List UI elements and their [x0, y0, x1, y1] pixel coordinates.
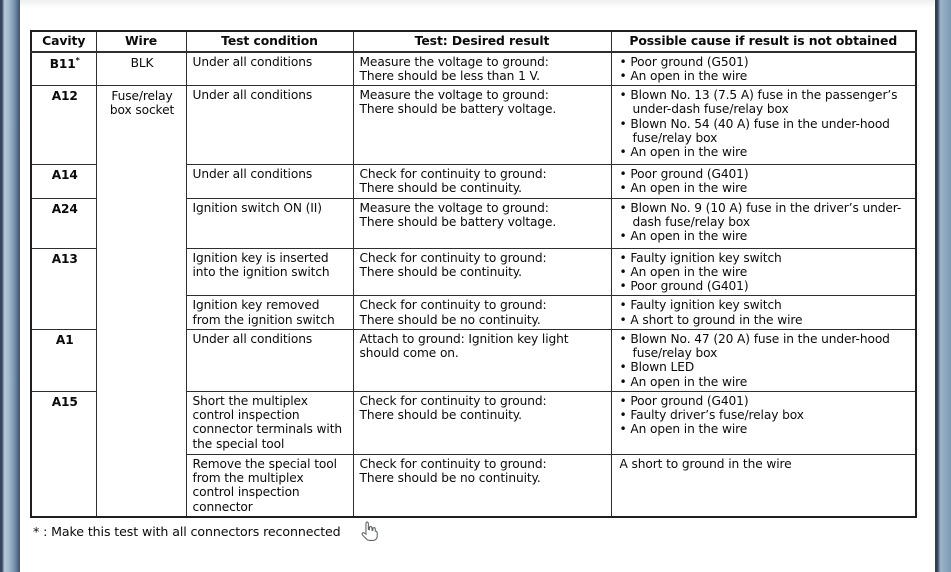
causes-cell: • Poor ground (G401) • An open in the wi… — [610, 164, 917, 199]
result-cell: Check for continuity to ground: There sh… — [352, 295, 612, 330]
table-row: A14 Under all conditions Check for conti… — [30, 164, 917, 199]
window-right-edge — [935, 0, 951, 572]
page-top-shadow — [20, 0, 935, 8]
cavity-cell: A13 — [30, 247, 97, 330]
cause-item: • Blown No. 54 (40 A) fuse in the under-… — [619, 116, 890, 145]
cavity-cell: A14 — [30, 164, 97, 199]
cause-item: • Poor ground (G401) — [619, 167, 749, 182]
table-row: A15 Short the multiplex control inspecti… — [30, 390, 917, 518]
result-cell: Attach to ground: Ignition key light sho… — [352, 328, 612, 392]
causes-cell: • Blown No. 9 (10 A) fuse in the driver’… — [610, 197, 917, 249]
cause-item: • An open in the wire — [619, 181, 748, 196]
cause-item: • Poor ground (G501) — [619, 54, 749, 69]
causes-cell: • Poor ground (G501) • An open in the wi… — [610, 50, 917, 87]
footnote-mark: * — [75, 55, 80, 65]
result-cell: Measure the voltage to ground: There sho… — [352, 85, 612, 166]
cause-item: • Poor ground (G401) — [619, 279, 749, 294]
cause-item: • Blown No. 9 (10 A) fuse in the driver’… — [619, 200, 902, 229]
result-cell: Check for continuity to ground: There sh… — [352, 247, 612, 297]
header-cavity: Cavity — [30, 30, 97, 53]
cavity-cell: A15 — [30, 390, 97, 518]
condition-cell: Ignition key is inserted into the igniti… — [185, 247, 354, 297]
result-cell: Measure the voltage to ground: There sho… — [352, 197, 612, 249]
cause-item: • An open in the wire — [619, 68, 748, 83]
cavity-label: B11 — [49, 56, 76, 71]
cavity-cell: B11* — [30, 50, 97, 87]
header-desired-result: Test: Desired result — [352, 30, 612, 53]
cavity-cell: A24 — [30, 197, 97, 249]
condition-cell: Under all conditions — [185, 328, 354, 392]
table-row: A13 Ignition key is inserted into the ig… — [30, 247, 917, 330]
table-header-row: Cavity Wire Test condition Test: Desired… — [30, 30, 917, 53]
causes-cell: A short to ground in the wire — [610, 453, 917, 518]
causes-cell: • Blown No. 13 (7.5 A) fuse in the passe… — [610, 85, 917, 166]
causes-cell: • Faulty ignition key switch • An open i… — [610, 247, 917, 297]
cause-item: • A short to ground in the wire — [619, 312, 803, 327]
result-cell: Check for continuity to ground: There sh… — [352, 164, 612, 199]
causes-cell: • Faulty ignition key switch • A short t… — [610, 295, 917, 330]
causes-cell: • Blown No. 47 (20 A) fuse in the under-… — [610, 328, 917, 392]
cause-item: • Blown LED — [619, 360, 695, 375]
test-condition-table: Cavity Wire Test condition Test: Desired… — [30, 30, 917, 519]
cause-item: • Blown No. 13 (7.5 A) fuse in the passe… — [619, 88, 898, 117]
window-left-edge — [0, 0, 20, 572]
wire-cell: Fuse/relay box socket — [95, 85, 187, 518]
result-cell: Check for continuity to ground: There sh… — [352, 453, 612, 518]
table-footnote: * : Make this test with all connectors r… — [33, 524, 341, 540]
cause-item: • An open in the wire — [619, 374, 748, 389]
causes-cell: • Poor ground (G401) • Faulty driver’s f… — [610, 390, 917, 455]
cause-item: • Blown No. 47 (20 A) fuse in the under-… — [619, 331, 890, 361]
result-cell: Measure the voltage to ground: There sho… — [352, 50, 612, 87]
document-content: Cavity Wire Test condition Test: Desired… — [20, 0, 935, 572]
wire-cell: BLK — [95, 50, 187, 87]
condition-cell: Under all conditions — [185, 85, 354, 166]
condition-cell: Remove the special tool from the multipl… — [185, 453, 354, 518]
table-row: A1 Under all conditions Attach to ground… — [30, 328, 917, 392]
table-row: A12 Fuse/relay box socket Under all cond… — [30, 85, 917, 518]
condition-cell: Under all conditions — [185, 50, 354, 87]
condition-cell: Ignition key removed from the ignition s… — [185, 295, 354, 330]
table-row: B11* BLK Under all conditions Measure th… — [30, 50, 917, 87]
cause-item: • Poor ground (G401) — [619, 393, 749, 408]
condition-cell: Short the multiplex control inspection c… — [185, 390, 354, 455]
cause-item: • Faulty driver’s fuse/relay box — [619, 408, 804, 423]
cause-item: • An open in the wire — [619, 145, 748, 160]
cause-item: • An open in the wire — [619, 264, 748, 279]
table-row: A24 Ignition switch ON (II) Measure the … — [30, 197, 917, 249]
cause-item: • An open in the wire — [619, 422, 748, 437]
cause-item: • An open in the wire — [619, 229, 748, 244]
table-row: Remove the special tool from the multipl… — [31, 453, 917, 518]
cause-item: • Faulty ignition key switch — [619, 250, 782, 265]
cause-item: • Faulty ignition key switch — [619, 298, 782, 313]
cause-item: A short to ground in the wire — [619, 456, 792, 471]
condition-cell: Under all conditions — [185, 164, 354, 199]
result-cell: Check for continuity to ground: There sh… — [352, 390, 612, 455]
hand-cursor-icon — [361, 521, 378, 541]
header-test-condition: Test condition — [185, 30, 354, 53]
cavity-cell: A1 — [30, 328, 97, 392]
condition-cell: Ignition switch ON (II) — [185, 197, 354, 249]
cavity-cell: A12 — [30, 85, 97, 166]
header-possible-cause: Possible cause if result is not obtained — [610, 30, 917, 53]
table-row: Ignition key removed from the ignition s… — [31, 295, 917, 330]
header-wire: Wire — [95, 30, 187, 53]
